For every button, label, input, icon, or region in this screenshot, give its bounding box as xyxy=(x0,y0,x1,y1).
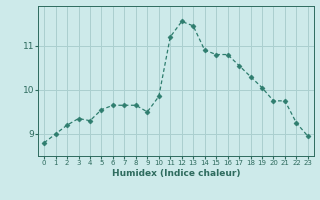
X-axis label: Humidex (Indice chaleur): Humidex (Indice chaleur) xyxy=(112,169,240,178)
